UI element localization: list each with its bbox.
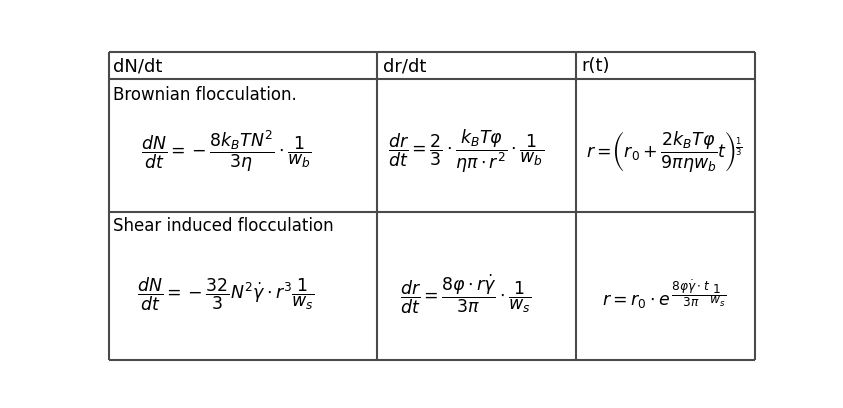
- Text: $\dfrac{dr}{dt} = \dfrac{8\varphi\cdot r\dot{\gamma}}{3\pi}\cdot\dfrac{1}{w_s}$: $\dfrac{dr}{dt} = \dfrac{8\varphi\cdot r…: [400, 272, 532, 316]
- Text: $\dfrac{dr}{dt} = \dfrac{2}{3}\cdot\dfrac{k_B T\varphi}{\eta\pi\cdot r^2}\cdot\d: $\dfrac{dr}{dt} = \dfrac{2}{3}\cdot\dfra…: [388, 127, 544, 175]
- Text: $r = \!\left(r_0 + \dfrac{2k_B T\varphi}{9\pi\eta w_b}t\right)^{\!\frac{1}{3}}$: $r = \!\left(r_0 + \dfrac{2k_B T\varphi}…: [586, 129, 742, 173]
- Text: dN/dt: dN/dt: [113, 57, 163, 75]
- Text: Brownian flocculation.: Brownian flocculation.: [113, 86, 297, 104]
- Text: $\dfrac{dN}{dt} = -\dfrac{32}{3}N^2\dot{\gamma}\cdot r^3\dfrac{1}{w_s}$: $\dfrac{dN}{dt} = -\dfrac{32}{3}N^2\dot{…: [137, 275, 315, 313]
- Text: Shear induced flocculation: Shear induced flocculation: [113, 217, 334, 235]
- Text: $\dfrac{dN}{dt} = -\dfrac{8k_B T N^2}{3\eta}\cdot\dfrac{1}{w_b}$: $\dfrac{dN}{dt} = -\dfrac{8k_B T N^2}{3\…: [141, 128, 312, 174]
- Text: $r = r_0\cdot e^{\,\dfrac{8\varphi\dot{\gamma}\cdot t}{3\pi}\dfrac{1}{w_s}}$: $r = r_0\cdot e^{\,\dfrac{8\varphi\dot{\…: [602, 277, 726, 311]
- Text: r(t): r(t): [581, 57, 609, 75]
- Text: dr/dt: dr/dt: [383, 57, 427, 75]
